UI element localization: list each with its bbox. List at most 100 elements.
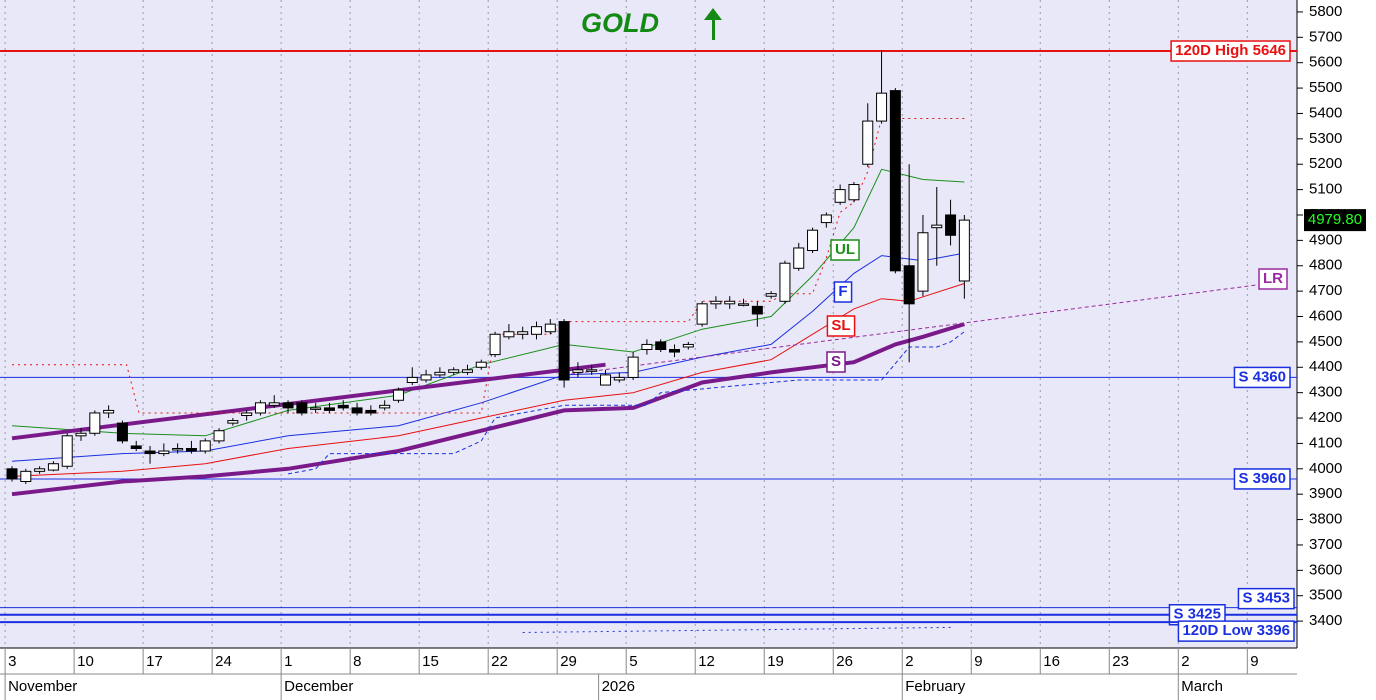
level-label-box — [1170, 40, 1291, 62]
candle-body — [627, 356, 639, 378]
candle-body — [765, 293, 777, 297]
candle-body — [158, 450, 170, 455]
series-tag-text: LR — [1263, 270, 1283, 287]
candle-body — [738, 303, 750, 306]
candle-body — [185, 447, 197, 452]
series-tag-box — [1258, 268, 1288, 290]
series-tag-box — [833, 281, 853, 303]
candle-body — [945, 214, 957, 236]
candle-body — [931, 224, 943, 229]
series-tag-text: S — [831, 353, 841, 370]
y-tick-label: 4800 — [1309, 257, 1342, 274]
candle-body — [600, 374, 612, 386]
last-price-label: 4979.80 — [1308, 211, 1362, 228]
candle-body — [461, 369, 473, 373]
candle-body — [724, 300, 736, 305]
x-tick-label: 2 — [1181, 653, 1189, 670]
indicator-line — [11, 283, 965, 477]
candle-body — [47, 463, 59, 471]
candle-body — [6, 468, 18, 480]
candle-body — [199, 440, 211, 452]
candle-body — [75, 432, 87, 437]
candle-body — [475, 361, 487, 368]
y-tick-label: 4700 — [1309, 282, 1342, 299]
level-label-text: S 3425 — [1173, 606, 1221, 623]
series-tag-box — [826, 315, 856, 337]
y-tick-label: 5100 — [1309, 181, 1342, 198]
candle-body — [310, 407, 322, 410]
up-arrow-icon — [704, 8, 722, 40]
plot-layer: 120D High 5646 S 4360 S 3960 S 3453 S 342512… — [0, 0, 1297, 648]
level-label-text: S 4360 — [1238, 368, 1286, 385]
series-tag-text: UL — [835, 241, 855, 258]
candle-body — [337, 404, 349, 409]
y-tick-label: 4000 — [1309, 460, 1342, 477]
indicator-line — [11, 322, 965, 497]
candle-body — [544, 323, 556, 333]
candle-body — [144, 450, 156, 455]
candle-body — [116, 422, 128, 442]
y-tick-label: 5800 — [1309, 3, 1342, 20]
candle-body — [392, 389, 404, 401]
level-label-text: 120D High 5646 — [1175, 42, 1286, 59]
indicator-line — [11, 168, 965, 437]
level-label-text: 120D Low 3396 — [1182, 622, 1290, 639]
candle-body — [296, 402, 308, 414]
x-tick-label: 2 — [905, 653, 913, 670]
candle-body — [406, 376, 418, 384]
x-tick-label: 24 — [215, 653, 232, 670]
level-label-text: S 3960 — [1238, 470, 1286, 487]
y-tick-label: 3900 — [1309, 485, 1342, 502]
candle-body — [61, 435, 73, 467]
month-label: March — [1181, 678, 1223, 695]
level-label-box — [1237, 587, 1295, 610]
y-tick-label: 5300 — [1309, 130, 1342, 147]
y-tick-label: 4400 — [1309, 358, 1342, 375]
candle-body — [572, 369, 584, 373]
candle-body — [241, 412, 253, 417]
y-tick-label: 4900 — [1309, 231, 1342, 248]
candle-body — [89, 412, 101, 434]
series-tag: S — [826, 351, 846, 373]
x-tick-label: 15 — [422, 653, 439, 670]
candle-body — [682, 343, 694, 348]
level-label-text: S 3453 — [1242, 590, 1290, 607]
series-tag: F — [833, 281, 853, 303]
y-tick-label: 5400 — [1309, 104, 1342, 121]
candle-body — [530, 326, 542, 335]
candle-body — [793, 247, 805, 269]
level-label-box — [1233, 366, 1291, 389]
candle-body — [213, 430, 225, 442]
level-label-box — [1177, 620, 1295, 642]
y-tick-label: 5200 — [1309, 155, 1342, 172]
candle-body — [751, 305, 763, 315]
candle-body — [876, 92, 888, 122]
month-label: December — [284, 678, 353, 695]
y-tick-label: 5600 — [1309, 54, 1342, 71]
month-label: February — [905, 678, 966, 695]
candle-body — [889, 90, 901, 272]
candle-body — [655, 341, 667, 351]
candle-body — [448, 369, 460, 373]
level-label: S 3960 — [1233, 468, 1291, 490]
series-tag: LR — [1258, 268, 1288, 290]
candle-body — [254, 402, 266, 414]
x-tick-label: 10 — [77, 653, 94, 670]
x-tick-label: 17 — [146, 653, 163, 670]
x-tick-label: 3 — [8, 653, 16, 670]
level-label: 120D High 5646 — [1170, 40, 1291, 62]
series-tag-text: F — [838, 283, 847, 300]
candle-body — [34, 468, 46, 472]
candle-body — [669, 349, 681, 353]
y-tick-label: 4500 — [1309, 333, 1342, 350]
y-tick-label: 3600 — [1309, 561, 1342, 578]
candle-body — [696, 303, 708, 325]
series-tag: UL — [830, 239, 860, 261]
candle-body — [848, 184, 860, 201]
x-tick-label: 9 — [974, 653, 982, 670]
level-label: 120D Low 3396 — [1177, 620, 1295, 642]
candle-body — [903, 265, 915, 305]
y-tick-label: 5500 — [1309, 79, 1342, 96]
y-tick-label: 4200 — [1309, 409, 1342, 426]
candle-body — [917, 232, 929, 292]
